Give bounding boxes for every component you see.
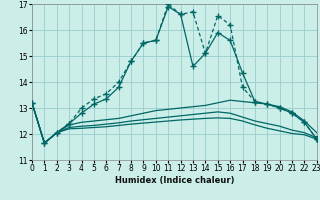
X-axis label: Humidex (Indice chaleur): Humidex (Indice chaleur)	[115, 176, 234, 185]
